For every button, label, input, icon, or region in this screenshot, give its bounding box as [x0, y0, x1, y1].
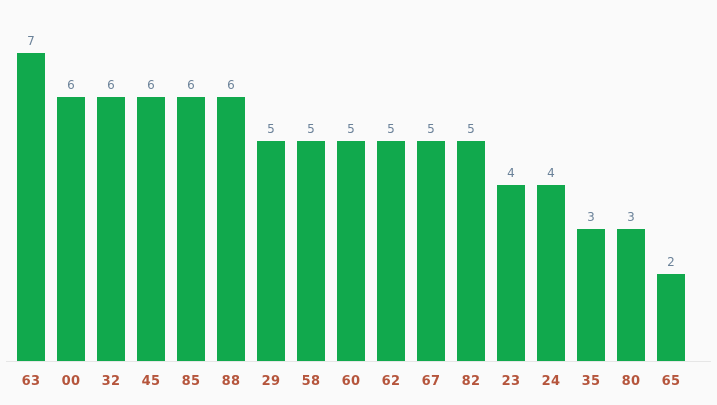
x-axis-tick-label: 00 — [61, 374, 81, 389]
x-axis-tick-label: 63 — [21, 374, 41, 389]
x-axis-tick-label: 23 — [501, 374, 521, 389]
bar-group[interactable]: 7 — [11, 0, 51, 362]
bar[interactable] — [617, 229, 645, 362]
bar-group[interactable]: 5 — [331, 0, 371, 362]
bar-group[interactable]: 5 — [451, 0, 491, 362]
x-axis-tick-label: 35 — [581, 374, 601, 389]
bar-value-label: 3 — [627, 210, 635, 225]
bar[interactable] — [97, 96, 125, 362]
bar-value-label: 4 — [547, 166, 555, 181]
bar-group[interactable]: 4 — [491, 0, 531, 362]
bars-layer: 7 6 6 6 6 6 5 5 5 5 5 5 4 4 3 3 2 — [11, 0, 691, 362]
bar-value-label: 6 — [107, 77, 115, 92]
bar[interactable] — [417, 141, 445, 362]
bar-value-label: 4 — [507, 166, 515, 181]
bar[interactable] — [377, 141, 405, 362]
bar[interactable] — [257, 141, 285, 362]
bar-group[interactable]: 4 — [531, 0, 571, 362]
x-axis-tick-label: 67 — [421, 374, 441, 389]
bar-group[interactable]: 5 — [251, 0, 291, 362]
bar-value-label: 5 — [267, 122, 275, 136]
bar-value-label: 5 — [427, 122, 435, 136]
bar[interactable] — [657, 273, 685, 362]
bar-value-label: 6 — [67, 77, 75, 92]
bar-group[interactable]: 5 — [291, 0, 331, 362]
x-axis-line — [6, 361, 711, 362]
x-axis-tick-label: 58 — [301, 374, 321, 389]
x-axis-tick-label: 82 — [461, 374, 481, 389]
bar[interactable] — [297, 141, 325, 362]
bar-group[interactable]: 3 — [611, 0, 651, 362]
x-axis-tick-label: 60 — [341, 374, 361, 389]
x-axis-tick-label: 65 — [661, 374, 681, 389]
bar-value-label: 6 — [147, 77, 155, 92]
bar-group[interactable]: 2 — [651, 0, 691, 362]
x-axis-labels: 63 00 32 45 85 88 29 58 60 62 67 82 23 24 35 80 65 — [0, 362, 717, 405]
bar[interactable] — [577, 229, 605, 362]
bar-value-label: 5 — [347, 122, 355, 136]
bar[interactable] — [57, 96, 85, 362]
x-axis-tick-label: 45 — [141, 374, 161, 389]
bar-value-label: 3 — [587, 210, 595, 225]
x-axis-tick-label: 80 — [621, 374, 641, 389]
bar-group[interactable]: 5 — [411, 0, 451, 362]
bar[interactable] — [137, 96, 165, 362]
bar[interactable] — [497, 185, 525, 362]
bar-value-label: 5 — [387, 122, 395, 136]
bar-value-label: 6 — [227, 77, 235, 92]
x-axis-tick-label: 88 — [221, 374, 241, 389]
bar-group[interactable]: 6 — [91, 0, 131, 362]
bar-group[interactable]: 6 — [171, 0, 211, 362]
bar-group[interactable]: 6 — [131, 0, 171, 362]
bar[interactable] — [217, 96, 245, 362]
bar-value-label: 2 — [667, 254, 675, 269]
bar-group[interactable]: 3 — [571, 0, 611, 362]
bar-value-label: 6 — [187, 77, 195, 92]
bar-value-label: 7 — [27, 33, 35, 48]
x-axis-tick-label: 32 — [101, 374, 121, 389]
bar-value-label: 5 — [307, 122, 315, 136]
x-axis-tick-label: 62 — [381, 374, 401, 389]
bar[interactable] — [337, 141, 365, 362]
bar[interactable] — [177, 96, 205, 362]
x-axis-tick-label: 85 — [181, 374, 201, 389]
bar[interactable] — [17, 52, 45, 362]
x-axis-tick-label: 24 — [541, 374, 561, 389]
bar-group[interactable]: 6 — [51, 0, 91, 362]
plot-area: 7 6 6 6 6 6 5 5 5 5 5 5 4 4 3 3 2 — [6, 0, 711, 362]
x-axis-tick-label: 29 — [261, 374, 281, 389]
bar-value-label: 5 — [467, 122, 475, 136]
bar[interactable] — [537, 185, 565, 362]
bar[interactable] — [457, 141, 485, 362]
bar-group[interactable]: 6 — [211, 0, 251, 362]
bar-group[interactable]: 5 — [371, 0, 411, 362]
